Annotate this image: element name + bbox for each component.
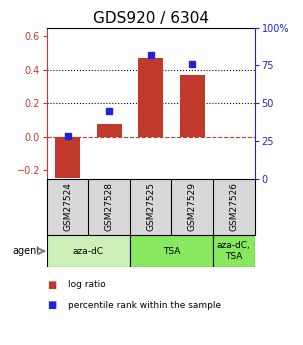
Bar: [138, 58, 163, 137]
Text: GSM27529: GSM27529: [188, 183, 197, 231]
Text: ■: ■: [47, 280, 56, 289]
Text: log ratio: log ratio: [68, 280, 106, 289]
Text: GSM27525: GSM27525: [146, 183, 155, 231]
Title: GDS920 / 6304: GDS920 / 6304: [93, 11, 209, 27]
Bar: [180, 75, 205, 137]
Text: ■: ■: [47, 300, 56, 310]
Text: aza-dC: aza-dC: [73, 247, 104, 256]
Bar: [130, 235, 213, 267]
Text: aza-dC,
TSA: aza-dC, TSA: [217, 241, 251, 261]
Text: TSA: TSA: [163, 247, 180, 256]
Text: GSM27526: GSM27526: [229, 183, 238, 231]
Bar: [55, 137, 80, 178]
Bar: [97, 124, 122, 137]
Bar: [47, 235, 130, 267]
Text: percentile rank within the sample: percentile rank within the sample: [68, 301, 221, 310]
Text: agent: agent: [12, 246, 41, 256]
Bar: [213, 235, 255, 267]
Text: GSM27528: GSM27528: [105, 183, 114, 231]
Text: GSM27524: GSM27524: [63, 183, 72, 231]
